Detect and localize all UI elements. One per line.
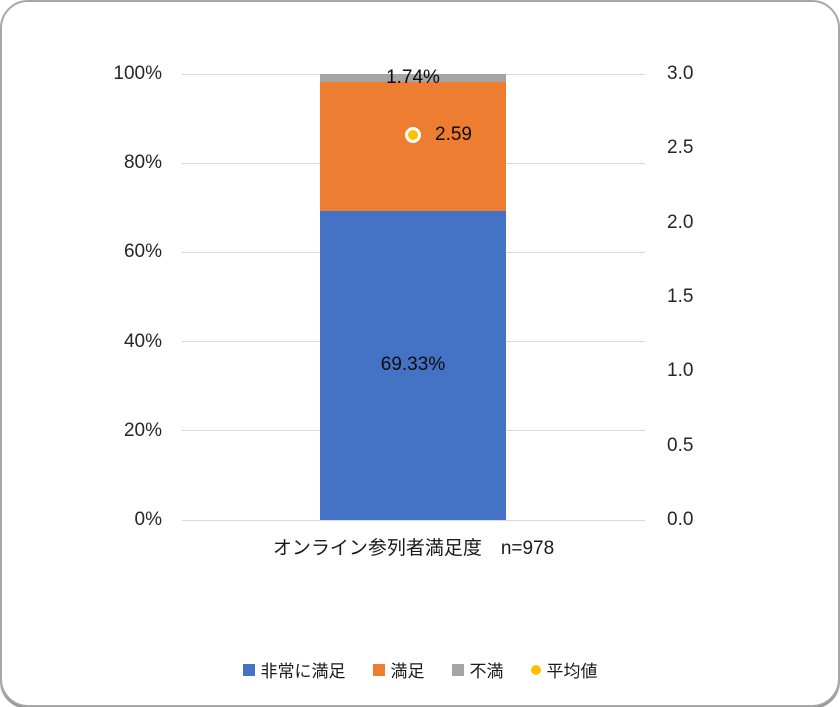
left-axis-tick: 0% [134, 509, 162, 530]
right-axis-tick: 1.5 [667, 286, 694, 307]
plot-area: 0% 20% 40% 60% 80% 100% 0.0 0.5 1.0 1.5 2.0 2.5 3.0 6… [113, 63, 693, 530]
legend-label: 不満 [469, 662, 504, 681]
legend-label: 平均値 [546, 662, 598, 681]
legend-item-very-satisfied: 非常に満足 [242, 657, 346, 682]
average-marker [405, 126, 421, 143]
legend-circle-swatch [530, 664, 541, 675]
legend-item-average: 平均値 [530, 657, 598, 682]
legend-square-swatch [242, 663, 255, 676]
gridline [182, 519, 645, 521]
legend-square-swatch [451, 663, 464, 676]
legend-item-dissatisfied: 不満 [451, 657, 504, 682]
left-axis-tick: 20% [123, 419, 162, 441]
data-label-very-satisfied: 69.33% [380, 354, 446, 376]
left-axis-tick: 60% [123, 241, 162, 263]
legend: 非常に満足 満足 不満 平均値 [2, 657, 838, 682]
bar-segment-dissatisfied [320, 74, 506, 82]
legend-square-swatch [372, 663, 385, 676]
right-axis-tick: 2.5 [667, 137, 694, 159]
data-label-dissatisfied: 1.74% [386, 66, 440, 88]
average-data-label: 2.59 [435, 123, 472, 145]
legend-item-satisfied: 満足 [372, 657, 425, 682]
bar-segment-satisfied [320, 81, 506, 211]
left-axis-tick: 80% [123, 152, 162, 174]
right-axis-tick: 0.5 [667, 434, 694, 456]
right-axis-tick: 0.0 [667, 509, 694, 530]
right-axis-tick: 1.0 [667, 360, 694, 382]
bar-segment-very-satisfied [320, 210, 506, 520]
left-axis-tick: 100% [113, 63, 162, 84]
left-axis-tick: 40% [123, 330, 162, 352]
x-axis-title: オンライン参列者満足度 n=978 [272, 538, 555, 559]
legend-label: 満足 [390, 662, 425, 681]
right-axis-tick: 2.0 [667, 211, 694, 233]
right-axis-tick: 3.0 [667, 63, 694, 84]
legend-label: 非常に満足 [260, 662, 346, 681]
